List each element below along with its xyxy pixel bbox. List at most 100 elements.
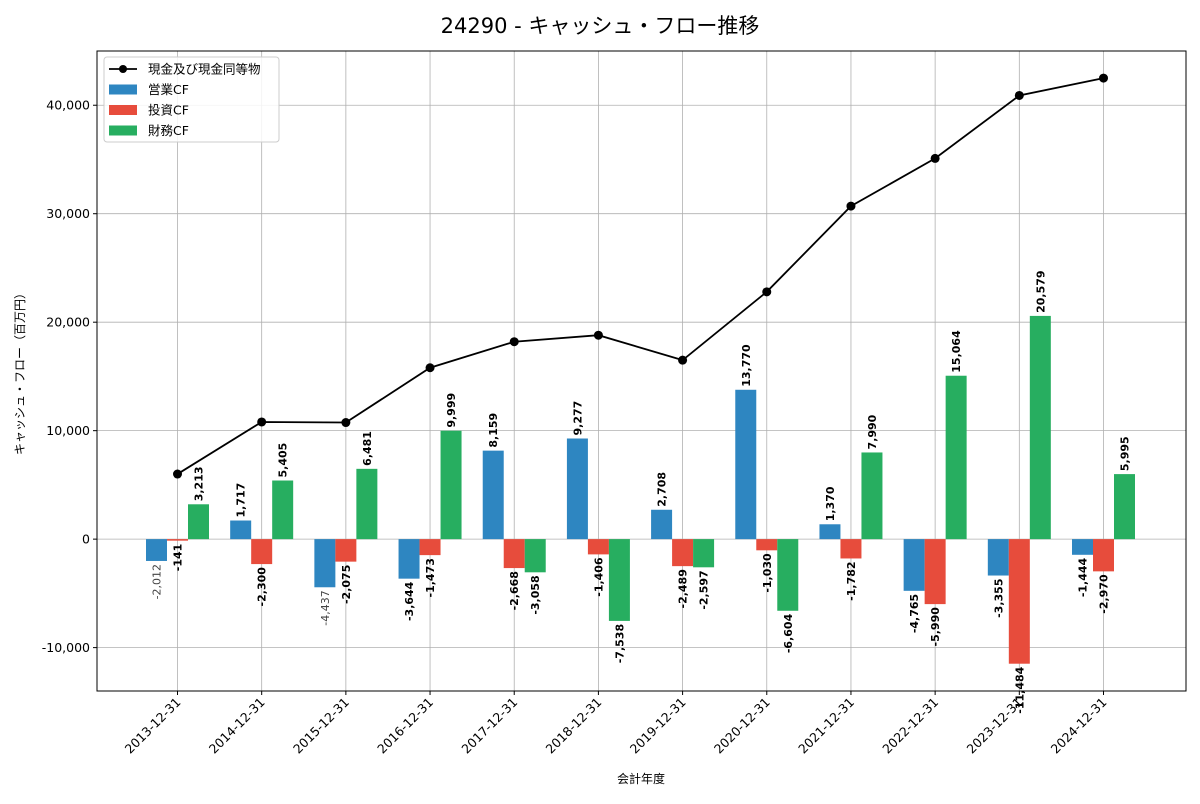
bar-0 xyxy=(314,539,336,588)
bar-value-label: -4,437 xyxy=(319,590,332,625)
bar-0 xyxy=(819,524,841,540)
cash-point xyxy=(678,355,688,365)
cash-point xyxy=(930,153,940,163)
bar-2 xyxy=(1114,474,1135,540)
bar-1 xyxy=(335,539,357,562)
legend-label: 営業CF xyxy=(148,82,189,97)
bar-value-label: -1,782 xyxy=(845,561,858,600)
bar-value-label: 9,277 xyxy=(571,401,584,436)
bar-value-label: -2,300 xyxy=(256,567,269,607)
bar-value-label: 15,064 xyxy=(950,330,963,373)
bar-value-label: 8,159 xyxy=(487,413,500,448)
bar-value-label: -141 xyxy=(172,544,185,572)
bar-0 xyxy=(987,539,1009,576)
bar-2 xyxy=(440,430,462,540)
bar-value-label: 5,405 xyxy=(277,443,290,478)
bar-value-label: 7,990 xyxy=(866,414,879,449)
bar-1 xyxy=(1093,539,1114,572)
plot-frame xyxy=(96,50,1187,692)
x-tick-label: 2014-12-31 xyxy=(206,695,268,757)
x-tick-label: 2016-12-31 xyxy=(374,695,436,757)
bar-value-label: 1,370 xyxy=(824,486,837,521)
x-tick-label: 2020-12-31 xyxy=(711,695,773,757)
bar-value-label: -2,668 xyxy=(508,571,521,610)
bar-1 xyxy=(251,539,273,565)
bar-value-label: -2,489 xyxy=(677,569,690,608)
bar-value-label: 9,999 xyxy=(445,393,458,428)
bar-1 xyxy=(840,539,862,559)
bar-value-label: 5,995 xyxy=(1119,436,1132,471)
bar-0 xyxy=(566,438,588,540)
x-axis-label: 会計年度 xyxy=(617,771,665,786)
cash-point xyxy=(425,363,435,373)
y-axis-label: キャッシュ・フロー（百万円） xyxy=(13,287,27,455)
chart-title: 24290 - キャッシュ・フロー推移 xyxy=(441,14,760,38)
bar-1 xyxy=(167,539,188,541)
bar-0 xyxy=(146,539,167,561)
legend-bar-swatch xyxy=(109,105,137,115)
bar-value-label: 6,481 xyxy=(361,431,374,466)
bar-2 xyxy=(693,539,715,568)
legend-label: 財務CF xyxy=(148,123,189,138)
bar-2 xyxy=(272,480,294,540)
bar-0 xyxy=(651,509,673,540)
bar-2 xyxy=(356,468,378,540)
bar-1 xyxy=(672,539,694,567)
bar-0 xyxy=(1072,539,1093,555)
data-labels-layer: -2,012 1,717 -4,437 -3,644 8,159 9,277 2,708 13… xyxy=(151,270,1132,713)
bar-1 xyxy=(756,539,778,551)
cash-line-layer xyxy=(173,73,1108,479)
x-tick-label: 2023-12-31 xyxy=(963,695,1025,757)
bar-value-label: -1,444 xyxy=(1077,557,1090,597)
y-tick-label: -10,000 xyxy=(42,640,90,655)
legend-bar-swatch xyxy=(109,84,137,95)
bar-value-label: -3,058 xyxy=(529,575,542,614)
bar-2 xyxy=(524,539,546,573)
cash-point xyxy=(509,337,519,347)
bar-value-label: -11,484 xyxy=(1013,666,1026,713)
bar-value-label: -3,355 xyxy=(992,579,1005,618)
cash-point xyxy=(762,287,772,297)
bar-value-label: -4,765 xyxy=(908,594,921,633)
bar-1 xyxy=(587,539,609,555)
bar-2 xyxy=(777,539,799,611)
bar-2 xyxy=(1029,315,1051,540)
bar-value-label: -1,030 xyxy=(761,553,774,593)
bar-0 xyxy=(230,520,252,540)
bar-value-label: -1,406 xyxy=(592,557,605,597)
bar-value-label: -7,538 xyxy=(613,624,626,663)
legend-label: 現金及び現金同等物 xyxy=(148,62,261,77)
cash-point xyxy=(341,418,351,428)
x-tick-label: 2024-12-31 xyxy=(1048,695,1110,757)
cash-point xyxy=(1014,90,1024,100)
bar-value-label: -5,990 xyxy=(929,607,942,647)
x-tick-label: 2018-12-31 xyxy=(543,695,605,757)
bar-value-label: -2,075 xyxy=(340,565,353,604)
bar-0 xyxy=(903,539,925,591)
bar-value-label: -3,644 xyxy=(403,581,416,621)
bar-value-label: 20,579 xyxy=(1034,270,1047,312)
bar-value-label: 3,213 xyxy=(193,466,206,501)
y-tick-label: 40,000 xyxy=(46,98,90,113)
bar-value-label: -2,970 xyxy=(1098,574,1111,614)
bar-1 xyxy=(419,539,441,556)
y-tick-label: 20,000 xyxy=(46,315,90,330)
bar-1 xyxy=(924,539,946,605)
bar-0 xyxy=(398,539,420,579)
legend-marker xyxy=(119,65,127,73)
bar-1 xyxy=(1008,539,1030,664)
legend-frame xyxy=(103,56,280,143)
bar-value-label: -2,012 xyxy=(151,564,164,599)
bar-value-label: -1,473 xyxy=(424,558,437,597)
x-tick-label: 2022-12-31 xyxy=(879,695,941,757)
cash-point xyxy=(593,330,603,340)
bar-1 xyxy=(503,539,525,569)
y-tick-label: 0 xyxy=(82,532,90,547)
x-tick-label: 2017-12-31 xyxy=(458,695,520,757)
bar-2 xyxy=(945,375,967,540)
bar-2 xyxy=(861,452,883,540)
bar-value-label: 2,708 xyxy=(656,472,669,507)
x-tick-label: 2019-12-31 xyxy=(627,695,689,757)
